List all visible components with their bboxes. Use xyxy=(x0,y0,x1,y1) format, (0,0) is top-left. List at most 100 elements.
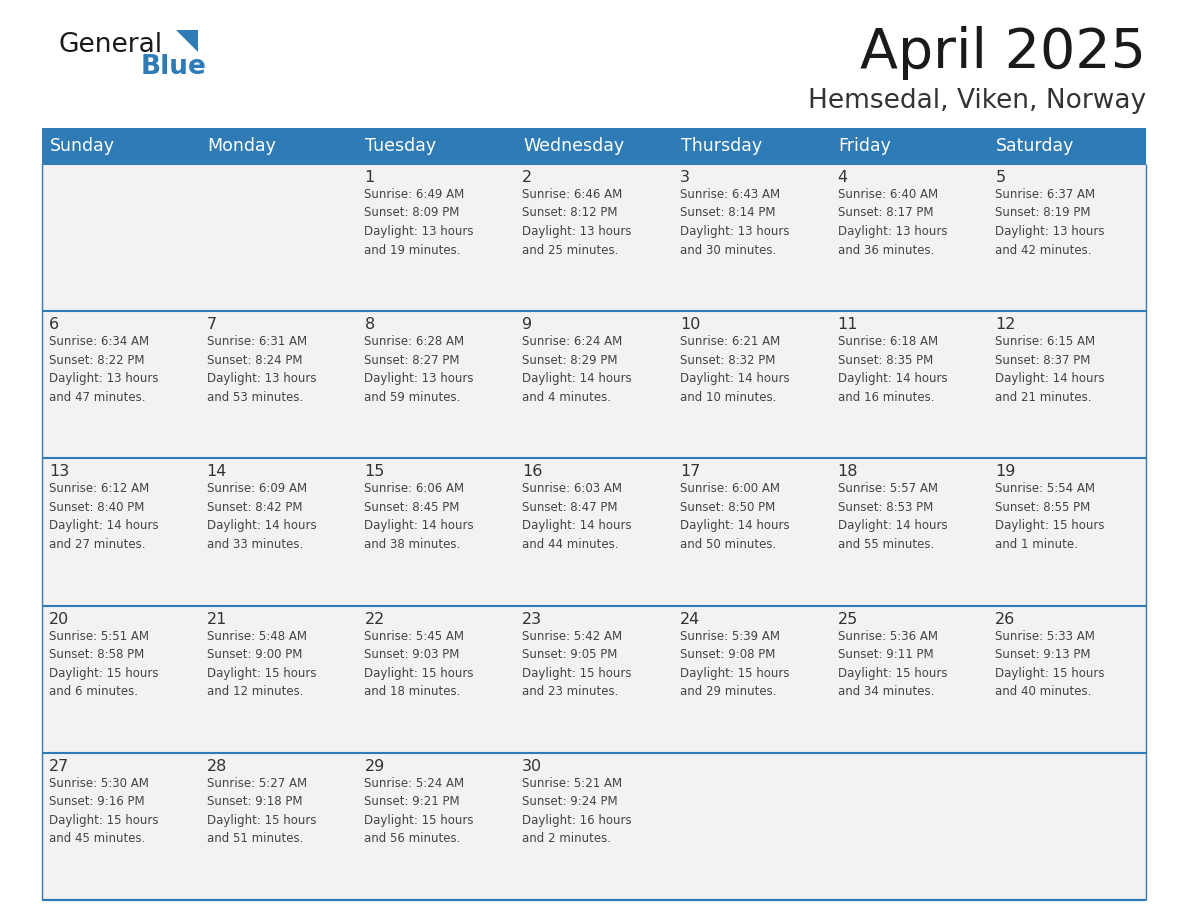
Bar xyxy=(830,128,988,164)
Text: Friday: Friday xyxy=(839,137,891,155)
Bar xyxy=(42,164,200,311)
Text: Sunrise: 5:33 AM
Sunset: 9:13 PM
Daylight: 15 hours
and 40 minutes.: Sunrise: 5:33 AM Sunset: 9:13 PM Dayligh… xyxy=(996,630,1105,698)
Text: 3: 3 xyxy=(680,170,690,185)
Text: Sunrise: 6:28 AM
Sunset: 8:27 PM
Daylight: 13 hours
and 59 minutes.: Sunrise: 6:28 AM Sunset: 8:27 PM Dayligh… xyxy=(365,335,474,404)
Bar xyxy=(200,753,358,900)
Text: Blue: Blue xyxy=(141,54,207,80)
Bar xyxy=(672,606,830,753)
Text: 19: 19 xyxy=(996,465,1016,479)
Bar xyxy=(516,311,672,458)
Text: General: General xyxy=(58,32,162,58)
Text: Thursday: Thursday xyxy=(681,137,762,155)
Text: Sunrise: 6:09 AM
Sunset: 8:42 PM
Daylight: 14 hours
and 33 minutes.: Sunrise: 6:09 AM Sunset: 8:42 PM Dayligh… xyxy=(207,482,316,551)
Bar xyxy=(516,753,672,900)
Text: Sunrise: 5:51 AM
Sunset: 8:58 PM
Daylight: 15 hours
and 6 minutes.: Sunrise: 5:51 AM Sunset: 8:58 PM Dayligh… xyxy=(49,630,158,698)
Text: Hemsedal, Viken, Norway: Hemsedal, Viken, Norway xyxy=(808,88,1146,114)
Bar xyxy=(358,458,516,606)
Text: Sunrise: 6:15 AM
Sunset: 8:37 PM
Daylight: 14 hours
and 21 minutes.: Sunrise: 6:15 AM Sunset: 8:37 PM Dayligh… xyxy=(996,335,1105,404)
Text: 11: 11 xyxy=(838,318,858,332)
Text: 1: 1 xyxy=(365,170,374,185)
Text: Sunrise: 6:21 AM
Sunset: 8:32 PM
Daylight: 14 hours
and 10 minutes.: Sunrise: 6:21 AM Sunset: 8:32 PM Dayligh… xyxy=(680,335,790,404)
Bar xyxy=(830,458,988,606)
Text: Sunrise: 5:42 AM
Sunset: 9:05 PM
Daylight: 15 hours
and 23 minutes.: Sunrise: 5:42 AM Sunset: 9:05 PM Dayligh… xyxy=(523,630,632,698)
Text: Sunrise: 6:12 AM
Sunset: 8:40 PM
Daylight: 14 hours
and 27 minutes.: Sunrise: 6:12 AM Sunset: 8:40 PM Dayligh… xyxy=(49,482,159,551)
Text: 18: 18 xyxy=(838,465,858,479)
Text: Sunrise: 5:21 AM
Sunset: 9:24 PM
Daylight: 16 hours
and 2 minutes.: Sunrise: 5:21 AM Sunset: 9:24 PM Dayligh… xyxy=(523,777,632,845)
Bar xyxy=(358,128,516,164)
Text: Sunrise: 6:18 AM
Sunset: 8:35 PM
Daylight: 14 hours
and 16 minutes.: Sunrise: 6:18 AM Sunset: 8:35 PM Dayligh… xyxy=(838,335,947,404)
Text: Sunrise: 6:37 AM
Sunset: 8:19 PM
Daylight: 13 hours
and 42 minutes.: Sunrise: 6:37 AM Sunset: 8:19 PM Dayligh… xyxy=(996,188,1105,256)
Text: Sunrise: 6:40 AM
Sunset: 8:17 PM
Daylight: 13 hours
and 36 minutes.: Sunrise: 6:40 AM Sunset: 8:17 PM Dayligh… xyxy=(838,188,947,256)
Bar xyxy=(516,458,672,606)
Bar xyxy=(672,311,830,458)
Text: Sunrise: 6:34 AM
Sunset: 8:22 PM
Daylight: 13 hours
and 47 minutes.: Sunrise: 6:34 AM Sunset: 8:22 PM Dayligh… xyxy=(49,335,158,404)
Text: Sunrise: 5:24 AM
Sunset: 9:21 PM
Daylight: 15 hours
and 56 minutes.: Sunrise: 5:24 AM Sunset: 9:21 PM Dayligh… xyxy=(365,777,474,845)
Bar xyxy=(42,753,200,900)
Bar xyxy=(830,164,988,311)
Text: 17: 17 xyxy=(680,465,700,479)
Text: April 2025: April 2025 xyxy=(860,26,1146,80)
Text: Sunrise: 5:30 AM
Sunset: 9:16 PM
Daylight: 15 hours
and 45 minutes.: Sunrise: 5:30 AM Sunset: 9:16 PM Dayligh… xyxy=(49,777,158,845)
Bar xyxy=(200,606,358,753)
Text: 6: 6 xyxy=(49,318,59,332)
Bar xyxy=(988,164,1146,311)
Bar xyxy=(42,458,200,606)
Bar xyxy=(830,311,988,458)
Bar xyxy=(516,164,672,311)
Bar xyxy=(516,128,672,164)
Bar xyxy=(830,753,988,900)
Text: Tuesday: Tuesday xyxy=(366,137,436,155)
Text: 5: 5 xyxy=(996,170,1005,185)
Text: 12: 12 xyxy=(996,318,1016,332)
Bar xyxy=(672,128,830,164)
Bar xyxy=(42,128,200,164)
Bar xyxy=(516,606,672,753)
Text: Sunrise: 5:45 AM
Sunset: 9:03 PM
Daylight: 15 hours
and 18 minutes.: Sunrise: 5:45 AM Sunset: 9:03 PM Dayligh… xyxy=(365,630,474,698)
Text: 30: 30 xyxy=(523,759,542,774)
Bar xyxy=(42,311,200,458)
Bar xyxy=(200,164,358,311)
Bar xyxy=(358,164,516,311)
Bar xyxy=(830,606,988,753)
Bar xyxy=(358,311,516,458)
Text: Sunday: Sunday xyxy=(50,137,115,155)
Text: Sunrise: 6:31 AM
Sunset: 8:24 PM
Daylight: 13 hours
and 53 minutes.: Sunrise: 6:31 AM Sunset: 8:24 PM Dayligh… xyxy=(207,335,316,404)
Text: Sunrise: 5:36 AM
Sunset: 9:11 PM
Daylight: 15 hours
and 34 minutes.: Sunrise: 5:36 AM Sunset: 9:11 PM Dayligh… xyxy=(838,630,947,698)
Text: 4: 4 xyxy=(838,170,848,185)
Text: 16: 16 xyxy=(523,465,543,479)
Bar xyxy=(988,128,1146,164)
Text: Sunrise: 6:00 AM
Sunset: 8:50 PM
Daylight: 14 hours
and 50 minutes.: Sunrise: 6:00 AM Sunset: 8:50 PM Dayligh… xyxy=(680,482,790,551)
Bar xyxy=(358,606,516,753)
Bar xyxy=(988,458,1146,606)
Bar xyxy=(42,606,200,753)
Text: 21: 21 xyxy=(207,611,227,627)
Text: 2: 2 xyxy=(523,170,532,185)
Bar xyxy=(200,128,358,164)
Text: Sunrise: 6:49 AM
Sunset: 8:09 PM
Daylight: 13 hours
and 19 minutes.: Sunrise: 6:49 AM Sunset: 8:09 PM Dayligh… xyxy=(365,188,474,256)
Text: Sunrise: 6:24 AM
Sunset: 8:29 PM
Daylight: 14 hours
and 4 minutes.: Sunrise: 6:24 AM Sunset: 8:29 PM Dayligh… xyxy=(523,335,632,404)
Bar xyxy=(672,753,830,900)
Text: 13: 13 xyxy=(49,465,69,479)
Polygon shape xyxy=(176,30,198,52)
Bar xyxy=(672,164,830,311)
Bar xyxy=(358,753,516,900)
Text: 23: 23 xyxy=(523,611,542,627)
Text: Sunrise: 6:46 AM
Sunset: 8:12 PM
Daylight: 13 hours
and 25 minutes.: Sunrise: 6:46 AM Sunset: 8:12 PM Dayligh… xyxy=(523,188,632,256)
Text: Monday: Monday xyxy=(208,137,277,155)
Text: 25: 25 xyxy=(838,611,858,627)
Text: Sunrise: 5:48 AM
Sunset: 9:00 PM
Daylight: 15 hours
and 12 minutes.: Sunrise: 5:48 AM Sunset: 9:00 PM Dayligh… xyxy=(207,630,316,698)
Text: Wednesday: Wednesday xyxy=(523,137,624,155)
Text: 14: 14 xyxy=(207,465,227,479)
Text: 10: 10 xyxy=(680,318,700,332)
Text: 24: 24 xyxy=(680,611,700,627)
Text: 28: 28 xyxy=(207,759,227,774)
Text: 8: 8 xyxy=(365,318,374,332)
Text: Sunrise: 6:06 AM
Sunset: 8:45 PM
Daylight: 14 hours
and 38 minutes.: Sunrise: 6:06 AM Sunset: 8:45 PM Dayligh… xyxy=(365,482,474,551)
Text: 9: 9 xyxy=(523,318,532,332)
Bar xyxy=(988,753,1146,900)
Bar xyxy=(672,458,830,606)
Text: 29: 29 xyxy=(365,759,385,774)
Text: 22: 22 xyxy=(365,611,385,627)
Text: 7: 7 xyxy=(207,318,217,332)
Text: Sunrise: 5:27 AM
Sunset: 9:18 PM
Daylight: 15 hours
and 51 minutes.: Sunrise: 5:27 AM Sunset: 9:18 PM Dayligh… xyxy=(207,777,316,845)
